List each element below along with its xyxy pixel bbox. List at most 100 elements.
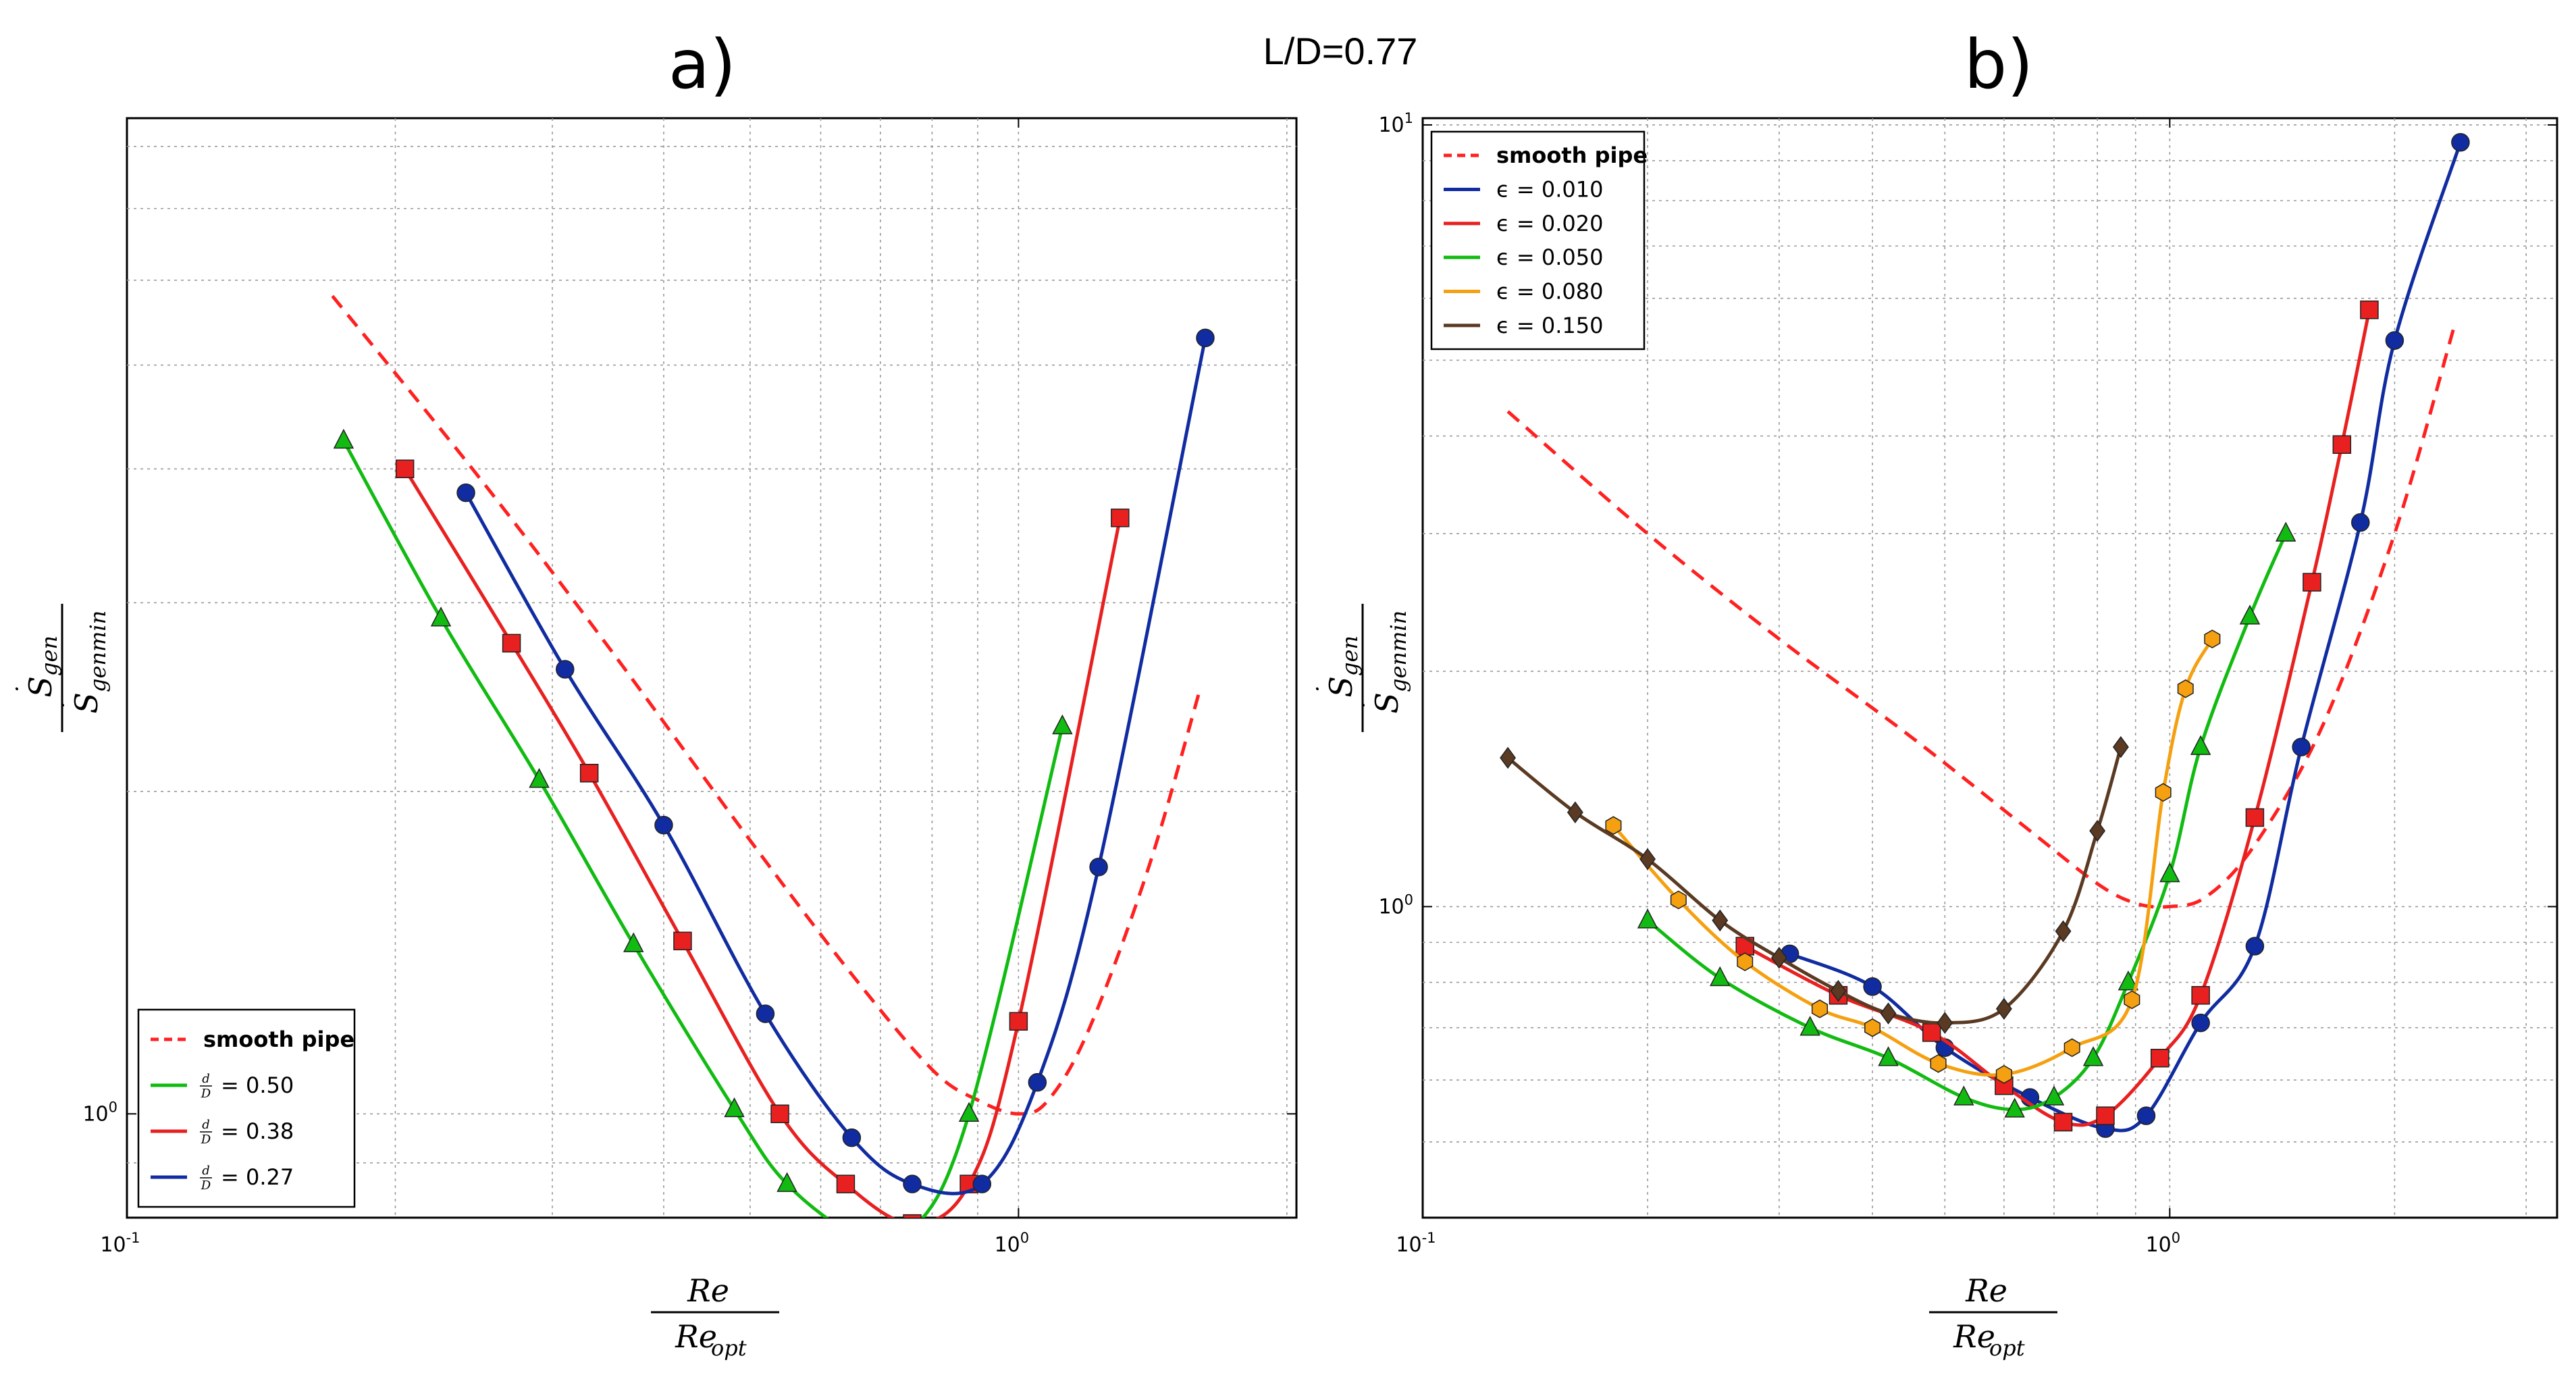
- pa-ylabel-dot2: ·: [50, 702, 76, 708]
- panel-a-title: a): [668, 25, 736, 104]
- data-point: [2204, 629, 2221, 648]
- data-point: [1637, 908, 1658, 929]
- legend-label: ϵ = 0.080: [1496, 279, 1603, 305]
- data-point: [2053, 1112, 2073, 1132]
- data-point: [2124, 990, 2140, 1010]
- data-point: [1922, 1023, 1941, 1042]
- legend-label: ϵ = 0.050: [1496, 244, 1603, 270]
- x-tick-exp: 0: [1020, 1230, 1029, 1246]
- panel-a-series: [331, 294, 1215, 1243]
- series-line-4: [1612, 638, 2214, 1077]
- legend-label: = 0.50: [221, 1072, 294, 1098]
- data-point: [1639, 848, 1656, 871]
- data-point: [529, 768, 550, 788]
- pa-ylabel-denominator: S: [68, 692, 105, 714]
- data-point: [2351, 513, 2370, 532]
- x-tick-label: 100: [995, 1230, 1030, 1257]
- data-point: [842, 1128, 862, 1147]
- data-point: [848, 1224, 867, 1243]
- data-point: [2159, 862, 2180, 883]
- data-point: [456, 483, 475, 502]
- pb-ylabel-denominator-sub: genmin: [1386, 611, 1411, 692]
- data-point: [1712, 909, 1729, 932]
- series-line-2: [403, 467, 1122, 1218]
- data-point: [1567, 801, 1583, 824]
- x-tick-exp: -1: [1422, 1230, 1436, 1246]
- panel-b-frame: [1421, 117, 2558, 1219]
- data-point: [1863, 977, 1882, 996]
- legend-box: [137, 1008, 356, 1208]
- y-tick-label: 100: [1378, 891, 1413, 918]
- x-tick-label: 10-1: [1396, 1230, 1436, 1257]
- x-tick-exp: -1: [126, 1230, 140, 1246]
- data-point: [1737, 952, 1754, 971]
- data-point: [1052, 714, 1073, 735]
- data-point: [1670, 890, 1687, 910]
- data-point: [2112, 735, 2129, 758]
- legend-label: smooth pipe: [1496, 143, 1648, 168]
- data-point: [2096, 1106, 2115, 1125]
- data-point: [2055, 920, 2072, 943]
- pa-ylabel-numerator-sub: gen: [36, 636, 62, 676]
- panel-b-series: [1500, 132, 2470, 1138]
- legend-label: ϵ = 0.150: [1496, 313, 1603, 338]
- data-point: [2089, 819, 2106, 842]
- data-point: [903, 1174, 922, 1193]
- data-point: [836, 1174, 856, 1193]
- data-point: [430, 606, 452, 627]
- y-tick-exp: 0: [109, 1099, 117, 1115]
- data-point: [2190, 735, 2211, 755]
- data-point: [1878, 1046, 1899, 1066]
- y-tick-label: 101: [1378, 110, 1413, 137]
- data-point: [903, 1214, 922, 1218]
- data-point: [654, 816, 673, 835]
- data-point: [673, 931, 692, 951]
- data-point: [2004, 1097, 2025, 1118]
- data-point: [1710, 966, 1731, 987]
- pa-xlabel-denominator: Re: [675, 1318, 717, 1355]
- y-tick-exp: 0: [1404, 891, 1413, 908]
- data-point: [912, 1217, 913, 1218]
- legend-frac-num: d: [202, 1118, 210, 1132]
- legend-label: = 0.38: [221, 1118, 294, 1144]
- data-point: [2385, 331, 2404, 350]
- legend-frac-den: D: [201, 1133, 211, 1147]
- legend-label: = 0.27: [221, 1164, 294, 1190]
- data-point: [623, 932, 644, 952]
- series-line-1: [342, 440, 1064, 1218]
- data-point: [777, 1172, 797, 1192]
- data-point: [2275, 521, 2296, 542]
- x-tick-base: 10: [100, 1233, 126, 1257]
- pb-ylabel-dot: ·: [1305, 685, 1330, 692]
- data-point: [1089, 857, 1108, 877]
- legend-frac-den: D: [201, 1087, 211, 1101]
- data-point: [2245, 808, 2265, 827]
- data-point: [1953, 1085, 1974, 1106]
- x-tick-exp: 0: [2172, 1230, 2180, 1246]
- data-point: [770, 1104, 789, 1124]
- legend-label: ϵ = 0.020: [1496, 211, 1603, 236]
- data-point: [2191, 1013, 2210, 1033]
- x-tick-label: 10-1: [100, 1230, 140, 1257]
- data-point: [2082, 1046, 2104, 1066]
- legend-box: [1430, 130, 1646, 351]
- legend-frac-den: D: [201, 1178, 211, 1193]
- y-tick-exp: 1: [1404, 110, 1413, 126]
- data-point: [333, 428, 354, 449]
- panel-a-frame: [126, 117, 1298, 1219]
- pb-ylabel-numerator-sub: gen: [1337, 636, 1363, 676]
- data-point: [2245, 937, 2265, 956]
- data-point: [2136, 1106, 2156, 1125]
- x-tick-label: 100: [2146, 1230, 2181, 1257]
- x-tick-base: 10: [995, 1233, 1020, 1257]
- data-point: [1735, 937, 1754, 956]
- series-line-5: [1506, 746, 2123, 1025]
- data-point: [1811, 999, 1829, 1018]
- legend-label: smooth pipe: [203, 1027, 354, 1052]
